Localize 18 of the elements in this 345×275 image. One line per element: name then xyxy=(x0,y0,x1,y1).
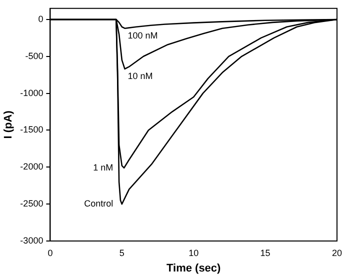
y-tick-label: -500 xyxy=(25,50,44,61)
series-label: 1 nM xyxy=(93,162,114,172)
x-tick-label: 10 xyxy=(188,248,199,258)
series-label: 100 nM xyxy=(128,30,158,40)
y-tick-label: -2500 xyxy=(20,198,44,209)
y-tick-label: -3000 xyxy=(20,235,44,246)
y-axis-title: I (pA) xyxy=(2,110,15,139)
y-tick-label: -1000 xyxy=(20,88,44,98)
x-tick-label: 15 xyxy=(260,248,270,258)
x-axis-title: Time (sec) xyxy=(166,262,222,274)
x-tick-label: 20 xyxy=(332,248,342,258)
x-tick-label: 5 xyxy=(119,248,124,258)
series-label: Control xyxy=(84,198,114,209)
x-tick-label: 0 xyxy=(48,248,53,258)
y-tick-label: 0 xyxy=(38,14,44,24)
y-tick-label: -1500 xyxy=(20,124,44,135)
series-label: 10 nM xyxy=(128,70,153,81)
y-tick-label: -2000 xyxy=(20,162,44,172)
